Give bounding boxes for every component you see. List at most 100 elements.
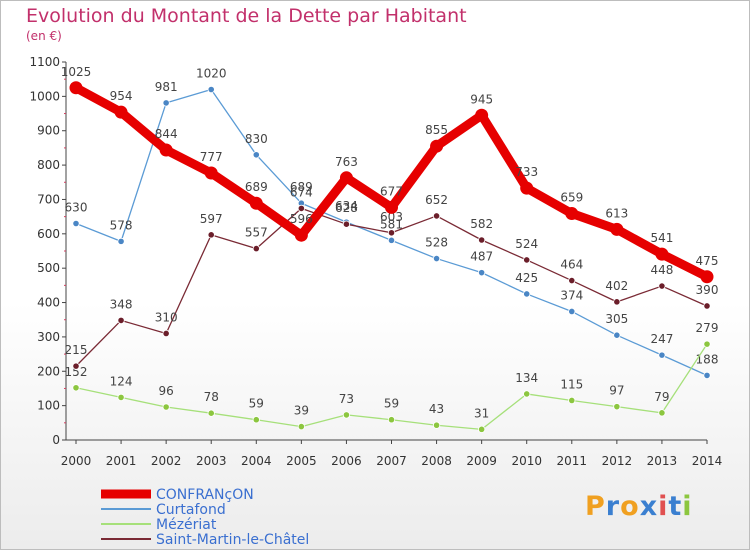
data-label: 402	[605, 279, 628, 293]
data-point	[207, 409, 215, 417]
y-tick-label: 500	[37, 261, 60, 275]
data-label: 475	[696, 254, 719, 268]
data-point	[297, 422, 305, 431]
data-point	[387, 416, 396, 424]
data-point	[69, 81, 83, 95]
x-tick-label: 2000	[61, 454, 92, 468]
x-tick-label: 2007	[376, 454, 407, 468]
data-point	[72, 362, 80, 370]
data-point	[523, 256, 531, 264]
data-point	[568, 276, 576, 285]
data-point	[432, 421, 441, 429]
data-label: 763	[335, 155, 358, 169]
data-label: 689	[290, 180, 313, 194]
data-point	[700, 270, 714, 284]
data-label: 39	[294, 404, 309, 418]
data-label: 305	[605, 312, 628, 326]
data-label: 628	[335, 201, 358, 215]
data-label: 733	[515, 165, 538, 179]
data-label: 777	[200, 150, 223, 164]
data-label: 247	[650, 332, 673, 346]
data-label: 464	[560, 258, 583, 272]
y-tick-label: 0	[52, 433, 60, 447]
data-point	[703, 371, 711, 379]
data-point	[297, 204, 305, 212]
data-label: 78	[204, 390, 219, 404]
data-label: 390	[696, 283, 719, 297]
data-label: 73	[339, 392, 354, 406]
chart-title: Evolution du Montant de la Dette par Hab…	[26, 5, 467, 27]
data-point	[478, 236, 486, 244]
data-point	[568, 396, 576, 405]
logo-letter: t	[668, 491, 683, 522]
data-label: 855	[425, 123, 448, 137]
data-label: 541	[650, 231, 673, 245]
data-label: 348	[110, 297, 133, 311]
data-point	[565, 207, 579, 221]
data-label: 215	[65, 343, 88, 357]
data-point	[342, 411, 351, 419]
data-point	[478, 425, 486, 433]
y-tick-label: 100	[37, 399, 60, 413]
data-label: 597	[200, 212, 223, 226]
data-label: 374	[560, 288, 583, 302]
y-tick-label: 600	[37, 227, 60, 241]
data-point	[204, 166, 218, 180]
x-tick-label: 2004	[241, 454, 272, 468]
legend-label: Curtafond	[156, 502, 226, 518]
data-label: 981	[155, 80, 178, 94]
data-label: 674	[290, 185, 313, 199]
data-label: 634	[335, 199, 358, 213]
data-point	[655, 247, 669, 261]
data-point	[568, 307, 576, 316]
logo-letter: i	[658, 491, 669, 522]
data-point	[478, 269, 486, 277]
data-point	[162, 403, 170, 411]
data-point	[252, 151, 260, 159]
logo-letter: o	[620, 491, 640, 522]
x-tick-label: 2009	[466, 454, 497, 468]
data-point	[613, 331, 621, 339]
legend-label: Saint-Martin-le-Châtel	[156, 532, 309, 548]
y-tick-label: 200	[37, 364, 60, 378]
data-point	[117, 316, 125, 325]
data-point	[523, 390, 531, 398]
y-tick-label: 400	[37, 296, 60, 310]
data-label: 43	[429, 402, 444, 416]
data-point	[252, 416, 260, 424]
data-label: 528	[425, 236, 448, 250]
logo-letter: P	[585, 491, 606, 522]
data-label: 830	[245, 132, 268, 146]
data-point	[520, 181, 534, 195]
legend-label: CONFRANçON	[156, 487, 254, 503]
data-point	[475, 108, 489, 122]
data-label: 310	[155, 310, 178, 324]
y-tick-label: 800	[37, 158, 60, 172]
data-point	[387, 236, 396, 244]
data-label: 677	[380, 184, 403, 198]
series-line	[71, 83, 712, 282]
data-point	[432, 254, 441, 263]
data-label: 659	[560, 191, 583, 205]
y-tick-label: 900	[37, 124, 60, 138]
logo-letter: x	[639, 491, 659, 522]
x-tick-label: 2010	[511, 454, 542, 468]
data-label: 59	[384, 397, 399, 411]
data-label: 152	[65, 365, 88, 379]
data-point	[207, 231, 215, 239]
logo-letter: r	[605, 491, 621, 522]
data-label: 134	[515, 371, 538, 385]
data-point	[613, 298, 621, 306]
data-label: 689	[245, 180, 268, 194]
data-label: 425	[515, 271, 538, 285]
data-label: 844	[155, 127, 178, 141]
data-label: 1020	[196, 66, 227, 80]
data-point	[249, 196, 263, 210]
data-point	[387, 229, 396, 237]
data-point	[658, 351, 666, 359]
data-label: 115	[560, 377, 583, 391]
data-point	[162, 99, 170, 107]
data-point	[294, 228, 308, 242]
